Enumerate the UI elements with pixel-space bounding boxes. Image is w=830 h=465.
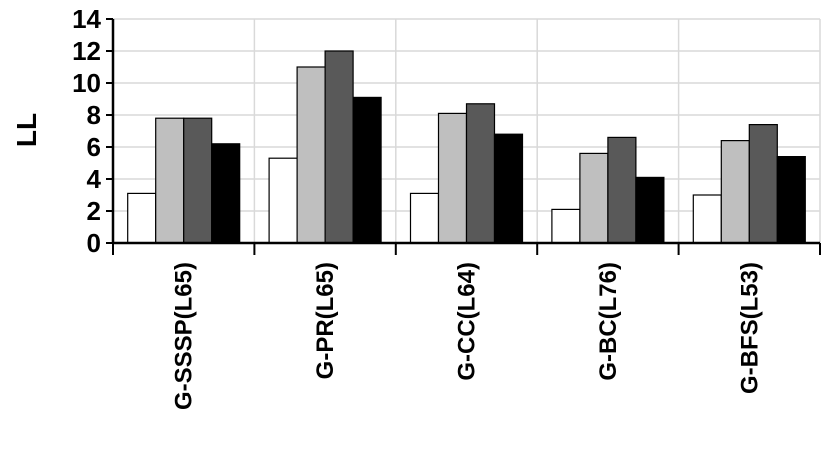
bar xyxy=(211,143,241,244)
y-tick-label: 12 xyxy=(72,36,101,66)
y-tick-label: 14 xyxy=(72,4,101,34)
x-category-label: G-BC(L76) xyxy=(595,262,622,381)
bar xyxy=(268,157,298,244)
bar xyxy=(748,123,778,244)
bar xyxy=(409,192,440,244)
bar xyxy=(551,208,581,244)
y-tick-label: 6 xyxy=(87,132,101,162)
bar xyxy=(493,133,524,244)
x-category-label: G-PR(L65) xyxy=(312,262,339,379)
bar xyxy=(692,194,722,244)
bar xyxy=(635,176,665,244)
y-axis-title: LL xyxy=(11,113,42,147)
bar xyxy=(776,156,806,244)
bar xyxy=(352,96,382,244)
bar xyxy=(437,112,468,244)
bar xyxy=(155,117,185,244)
y-tick-label: 2 xyxy=(87,196,101,226)
bars xyxy=(127,50,806,244)
bar xyxy=(324,50,354,244)
x-category-label: G-BFS(L53) xyxy=(736,262,763,394)
bar xyxy=(607,136,637,244)
y-tick-label: 10 xyxy=(72,68,101,98)
x-category-label: G-CC(L64) xyxy=(454,262,481,381)
bar xyxy=(296,66,326,244)
bar xyxy=(720,140,750,244)
bar xyxy=(183,117,213,244)
y-tick-label: 0 xyxy=(87,228,101,258)
y-tick-label: 4 xyxy=(87,164,102,194)
bar xyxy=(465,103,496,244)
bar xyxy=(127,192,157,244)
axes xyxy=(106,18,821,255)
x-category-label: G-SSSP(L65) xyxy=(171,262,198,410)
bar xyxy=(579,152,609,244)
x-category-labels: G-SSSP(L65) G-PR(L65) G-CC(L64) G-BC(L76) G-… xyxy=(171,262,764,410)
y-tick-label: 8 xyxy=(87,100,101,130)
